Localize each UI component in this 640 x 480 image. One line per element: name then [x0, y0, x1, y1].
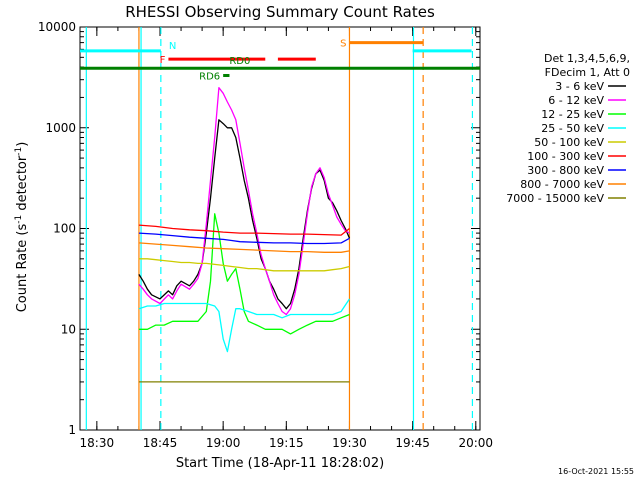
series-line — [138, 87, 350, 316]
x-tick-label: 19:00 — [206, 436, 241, 450]
y-axis-label: Count Rate (s-1 detector-1) — [14, 142, 30, 313]
series-line — [138, 119, 351, 310]
legend-entry-label: 3 - 6 keV — [555, 80, 604, 93]
series-line — [138, 213, 350, 335]
y-tick-label: 1000 — [45, 121, 76, 135]
state-marker-label: N — [169, 41, 176, 52]
series-line — [138, 232, 350, 245]
state-marker-label: RD6 — [199, 72, 220, 83]
chart-title: RHESSI Observing Summary Count Rates — [125, 3, 435, 21]
plot-area: 1 10 100 1000 10000 18:30 18:45 19:00 19:15 19:30… — [38, 20, 493, 450]
state-marker-label: F — [160, 55, 166, 66]
y-tick-label: 1 — [68, 423, 76, 437]
x-tick-label: 20:00 — [458, 436, 493, 450]
legend-header: Det 1,3,4,5,6,9, — [544, 52, 630, 65]
series-line — [138, 258, 350, 272]
legend-entry-label: 25 - 50 keV — [541, 122, 604, 135]
series-line — [138, 224, 350, 236]
footer-timestamp: 16-Oct-2021 15:55 — [558, 467, 634, 476]
legend-entry-label: 50 - 100 keV — [534, 136, 604, 149]
x-tick-label: 19:15 — [269, 436, 304, 450]
legend-entry-label: 300 - 800 keV — [527, 164, 604, 177]
legend-entry-label: 7000 - 15000 keV — [506, 192, 604, 205]
x-axis-label: Start Time (18-Apr-11 18:28:02) — [176, 456, 384, 471]
state-marker-label: RD0 — [229, 56, 250, 67]
series-line — [138, 298, 351, 353]
x-tick-label: 19:30 — [332, 436, 367, 450]
series-line — [138, 242, 350, 253]
legend-header: FDecim 1, Att 0 — [545, 66, 630, 79]
legend: Det 1,3,4,5,6,9,FDecim 1, Att 03 - 6 keV… — [506, 52, 630, 205]
state-marker-label: S — [340, 39, 346, 50]
y-tick-label: 10 — [61, 322, 76, 336]
y-tick-label: 10000 — [38, 20, 76, 34]
legend-entry-label: 12 - 25 keV — [541, 108, 604, 121]
legend-entry-label: 100 - 300 keV — [527, 150, 604, 163]
y-tick-label: 100 — [53, 222, 76, 236]
x-tick-label: 18:45 — [143, 436, 178, 450]
plot-frame — [79, 26, 481, 431]
legend-entry-label: 800 - 7000 keV — [520, 178, 604, 191]
x-tick-label: 18:30 — [80, 436, 115, 450]
x-tick-label: 19:45 — [395, 436, 430, 450]
legend-entry-label: 6 - 12 keV — [548, 94, 604, 107]
